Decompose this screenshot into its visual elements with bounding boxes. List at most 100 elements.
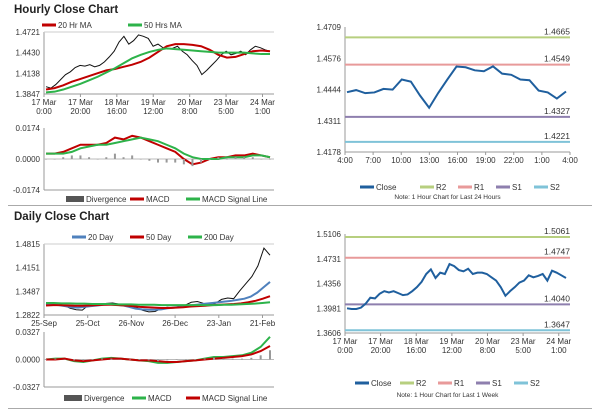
y-tick-label: 0.0174 (16, 124, 41, 133)
legend-label: 50 Hrs MA (144, 21, 182, 30)
legend-label: S1 (512, 183, 522, 192)
x-tick-label: 4:00 (337, 156, 353, 165)
divergence-bar (82, 359, 85, 361)
series-close (346, 262, 567, 310)
x-tick-label: 0:00 (337, 346, 353, 355)
x-tick-label: 24 Mar (546, 337, 571, 346)
chart-note: Note: 1 Hour Chart for Last 1 Week (397, 392, 500, 399)
series-50-day (45, 295, 271, 309)
legend-label: R2 (436, 183, 447, 192)
divergence-bar (259, 355, 262, 360)
x-tick-label: 20 Mar (475, 337, 500, 346)
divergence-bar (200, 159, 203, 163)
divergence-bar (119, 359, 122, 360)
legend-label: S2 (530, 379, 540, 388)
x-tick-label: 21-Feb (250, 319, 276, 328)
legend-label: Close (371, 379, 392, 388)
divergence-bar (182, 159, 185, 165)
series-macd (45, 336, 271, 364)
divergence-bar (225, 159, 228, 160)
y-tick-label: 1.3606 (317, 329, 342, 338)
legend-swatch (438, 381, 452, 385)
level-label-r2: 1.4665 (544, 26, 570, 36)
divergence-bar (45, 359, 47, 360)
x-tick-label: 19 Mar (141, 98, 166, 107)
series-macd (46, 134, 271, 166)
legend-swatch (130, 197, 144, 201)
divergence-bar (79, 155, 82, 159)
legend-swatch (72, 235, 86, 239)
x-tick-label: 19:00 (476, 156, 497, 165)
x-tick-label: 1:00 (255, 107, 271, 116)
x-tick-label: 17 Mar (68, 98, 93, 107)
divergence-bar (269, 350, 271, 360)
y-tick-label: 1.4311 (317, 117, 341, 126)
divergence-bar (208, 159, 211, 160)
legend-swatch (128, 23, 142, 27)
y-tick-label: 1.4151 (16, 264, 41, 273)
divergence-bar (194, 359, 197, 360)
legend-swatch (42, 23, 56, 27)
daily-chart-title: Daily Close Chart (14, 211, 110, 223)
x-tick-label: 18 Mar (104, 98, 129, 107)
divergence-bar (203, 358, 206, 360)
y-tick-label: 0.0000 (16, 356, 41, 365)
divergence-bar (157, 359, 159, 362)
x-tick-label: 16:00 (447, 156, 468, 165)
divergence-bar (138, 359, 141, 360)
x-tick-label: 23-Jan (207, 319, 231, 328)
x-tick-label: 5:00 (515, 346, 531, 355)
divergence-bar (166, 359, 169, 361)
divergence-bar (243, 157, 246, 159)
divergence-bar (165, 159, 168, 163)
y-tick-label: 1.4815 (16, 240, 41, 249)
y-tick-label: 0.0000 (16, 155, 41, 164)
divergence-bar (231, 358, 234, 360)
divergence-bar (191, 159, 194, 167)
x-tick-label: 19 Mar (439, 337, 464, 346)
level-label-s1: 1.4040 (544, 293, 570, 303)
divergence-bar (54, 358, 57, 360)
legend-swatch (186, 197, 200, 201)
divider (8, 205, 592, 206)
divergence-bar (53, 159, 56, 160)
divergence-bar (45, 159, 47, 160)
x-tick-label: 7:00 (365, 156, 381, 165)
divergence-bar (70, 155, 73, 159)
legend-swatch (458, 185, 472, 189)
divergence-bar (139, 159, 142, 160)
divergence-bar (174, 159, 177, 163)
legend-swatch (360, 185, 374, 189)
divergence-bar (148, 159, 151, 161)
x-tick-label: 20:00 (371, 346, 392, 355)
divergence-bar (129, 359, 131, 360)
y-tick-label: 1.5106 (317, 230, 342, 239)
divergence-bar (63, 359, 66, 360)
legend-swatch (132, 396, 146, 400)
series-50-hrs-ma (45, 47, 270, 94)
chart-note: Note: 1 Hour Chart for Last 24 Hours (394, 194, 501, 201)
divergence-bar (269, 159, 271, 160)
x-tick-label: 17 Mar (333, 337, 358, 346)
y-tick-label: 1.4356 (317, 280, 342, 289)
divergence-bar (110, 358, 113, 360)
x-tick-label: 8:00 (182, 107, 198, 116)
legend-swatch (188, 235, 202, 239)
series-macd-signal-line (46, 136, 271, 160)
y-tick-label: 1.4731 (317, 255, 342, 264)
level-label-r1: 1.4747 (544, 247, 570, 257)
legend-swatch (66, 196, 84, 202)
legend-label: MACD (148, 394, 172, 403)
divergence-bar (73, 359, 75, 361)
y-tick-label: 1.4709 (317, 23, 342, 32)
divergence-bar (217, 157, 220, 159)
legend-label: R1 (454, 379, 465, 388)
divergence-bar (222, 358, 225, 360)
x-tick-label: 16:00 (107, 107, 128, 116)
y-tick-label: 1.2822 (16, 311, 41, 320)
legend-swatch (476, 381, 490, 385)
x-tick-label: 23 Mar (511, 337, 536, 346)
x-tick-label: 17 Mar (368, 337, 393, 346)
divergence-bar (88, 157, 91, 159)
x-tick-label: 18 Mar (404, 337, 429, 346)
